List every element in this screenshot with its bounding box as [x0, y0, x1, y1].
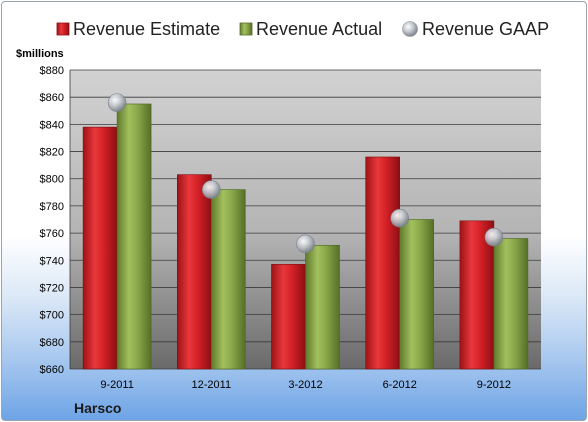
marker-revenue-gaap [107, 93, 127, 112]
bar-revenue-actual [211, 189, 246, 370]
y-tick-label: $700 [40, 310, 64, 322]
bars-layer [82, 103, 529, 370]
legend-label-estimate: Revenue Estimate [73, 19, 220, 39]
bar-revenue-estimate [459, 220, 495, 370]
legend: Revenue Estimate Revenue Actual Revenue … [56, 19, 549, 39]
y-tick-label: $680 [40, 337, 64, 349]
y-axis-title: $millions [16, 48, 64, 60]
marker-revenue-gaap [390, 208, 410, 228]
company-name: Harsco [74, 400, 121, 416]
bar-revenue-estimate [271, 264, 306, 370]
bar-revenue-estimate [365, 156, 401, 370]
y-tick-label: $760 [40, 228, 64, 240]
marker-revenue-gaap [202, 180, 221, 199]
y-tick-label: $660 [40, 364, 64, 376]
legend-label-gaap: Revenue GAAP [422, 19, 549, 39]
bar-revenue-estimate [177, 174, 212, 370]
legend-marker-gaap [402, 21, 418, 37]
y-tick-label: $860 [40, 92, 64, 104]
gaap-markers-layer [107, 93, 504, 254]
y-axis-ticks: $660 $680 $700 $720 $740 $760 $780 $800 $820 $840… [40, 65, 64, 376]
legend-item-gaap: Revenue GAAP [402, 19, 549, 39]
y-tick-label: $800 [40, 174, 64, 186]
y-tick-label: $780 [40, 201, 64, 213]
legend-label-actual: Revenue Actual [256, 19, 382, 39]
x-tick-label: 9-2011 [100, 379, 133, 391]
marker-revenue-gaap [296, 234, 315, 254]
x-tick-label: 12-2011 [192, 379, 232, 391]
y-tick-label: $880 [40, 65, 64, 77]
legend-item-estimate: Revenue Estimate [56, 19, 220, 39]
x-axis-ticks: 9-2011 12-2011 3-2012 6-2012 9-2012 [100, 379, 511, 391]
marker-revenue-gaap [484, 227, 504, 247]
bar-revenue-actual [493, 238, 529, 370]
legend-swatch-estimate [56, 22, 70, 36]
legend-item-actual: Revenue Actual [239, 19, 382, 39]
bar-revenue-actual [116, 103, 152, 370]
legend-swatch-actual [239, 22, 253, 36]
x-tick-label: 3-2012 [288, 379, 322, 391]
y-tick-label: $840 [40, 119, 64, 131]
y-tick-label: $720 [40, 282, 64, 294]
y-tick-label: $740 [40, 255, 64, 267]
bar-revenue-actual [399, 219, 435, 370]
y-tick-label: $820 [40, 147, 64, 159]
bar-revenue-actual [305, 245, 340, 370]
x-tick-label: 9-2012 [477, 379, 511, 391]
x-tick-label: 6-2012 [383, 379, 417, 391]
bar-revenue-estimate [82, 126, 118, 370]
